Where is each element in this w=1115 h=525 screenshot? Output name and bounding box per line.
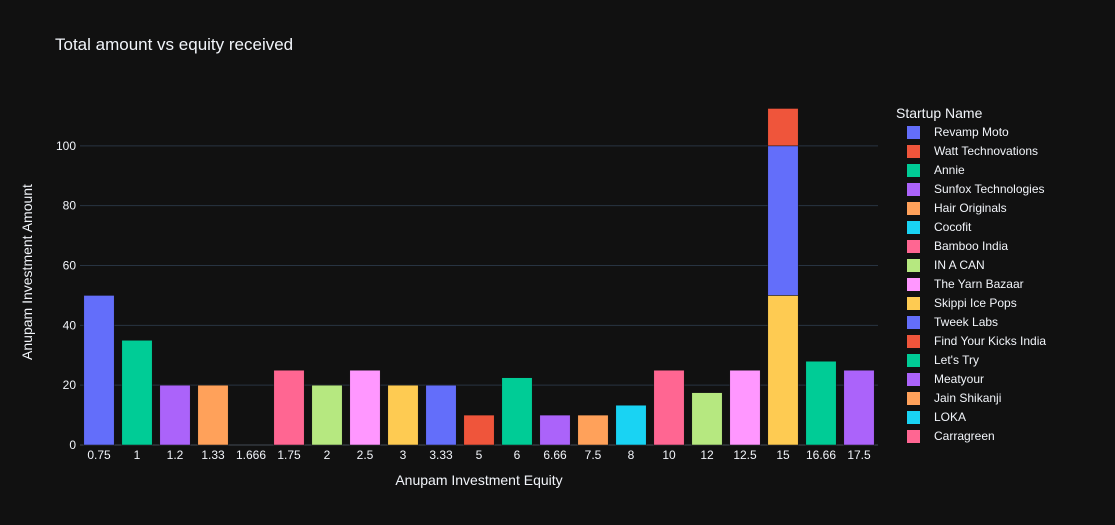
x-tick-label: 1.2 — [167, 448, 184, 462]
x-tick-label: 6 — [514, 448, 521, 462]
x-tick-label: 6.66 — [543, 448, 567, 462]
bars — [83, 108, 875, 446]
legend-label[interactable]: Meatyour — [934, 372, 984, 386]
bar — [121, 340, 153, 446]
legend-swatch[interactable] — [907, 354, 920, 367]
bar — [691, 392, 723, 446]
legend-swatch[interactable] — [907, 240, 920, 253]
legend-swatch[interactable] — [907, 411, 920, 424]
legend-swatch[interactable] — [907, 183, 920, 196]
bar — [767, 145, 799, 296]
legend-label[interactable]: Find Your Kicks India — [934, 334, 1046, 348]
bar — [615, 404, 647, 446]
bar — [805, 360, 837, 446]
x-tick-label: 2 — [324, 448, 331, 462]
x-tick-label: 8 — [628, 448, 635, 462]
x-tick-label: 17.5 — [847, 448, 871, 462]
bar — [349, 369, 381, 446]
bar — [387, 384, 419, 446]
legend-swatch[interactable] — [907, 430, 920, 443]
y-tick-label: 0 — [69, 438, 76, 452]
legend-swatch[interactable] — [907, 145, 920, 158]
legend-label[interactable]: Let's Try — [934, 353, 979, 367]
legend-swatch[interactable] — [907, 297, 920, 310]
legend-label[interactable]: Skippi Ice Pops — [934, 296, 1017, 310]
bar — [653, 369, 685, 446]
x-ticks: 0.75 1 1.2 1.33 1.666 1.75 2 2.5 3 3.33 5 6 6.66 7.5 8… — [87, 448, 871, 462]
y-tick-label: 80 — [63, 199, 77, 213]
legend-title: Startup Name — [896, 105, 983, 121]
chart-title: Total amount vs equity received — [55, 35, 293, 54]
bar — [311, 384, 343, 446]
legend-label[interactable]: Carragreen — [934, 429, 995, 443]
legend-label[interactable]: Jain Shikanji — [934, 391, 1001, 405]
x-tick-label: 3 — [400, 448, 407, 462]
x-tick-label: 12.5 — [733, 448, 757, 462]
x-tick-label: 10 — [662, 448, 676, 462]
bar — [83, 295, 115, 446]
y-tick-label: 60 — [63, 259, 77, 273]
legend-swatch[interactable] — [907, 335, 920, 348]
y-tick-label: 20 — [63, 378, 77, 392]
legend-swatch[interactable] — [907, 278, 920, 291]
bar — [197, 384, 229, 446]
y-tick-label: 100 — [56, 139, 76, 153]
legend: Startup Name Revamp Moto Watt Technovatio… — [896, 105, 1046, 443]
x-tick-label: 1.666 — [236, 448, 266, 462]
x-axis-title: Anupam Investment Equity — [395, 472, 562, 488]
x-tick-label: 7.5 — [585, 448, 602, 462]
legend-label[interactable]: IN A CAN — [934, 258, 985, 272]
bar — [273, 369, 305, 446]
legend-swatch[interactable] — [907, 202, 920, 215]
legend-swatch[interactable] — [907, 259, 920, 272]
x-tick-label: 1 — [134, 448, 141, 462]
bar — [577, 414, 609, 446]
legend-label[interactable]: LOKA — [934, 410, 966, 424]
bar — [767, 108, 799, 147]
bar — [463, 414, 495, 446]
legend-label[interactable]: Sunfox Technologies — [934, 182, 1045, 196]
bar — [159, 384, 191, 446]
x-tick-label: 12 — [700, 448, 714, 462]
x-tick-label: 5 — [476, 448, 483, 462]
y-axis-title: Anupam Investment Amount — [19, 184, 35, 360]
legend-label[interactable]: Annie — [934, 163, 965, 177]
x-tick-label: 3.33 — [429, 448, 453, 462]
legend-swatch[interactable] — [907, 221, 920, 234]
y-tick-label: 40 — [63, 318, 77, 332]
x-tick-label: 1.33 — [201, 448, 225, 462]
legend-label[interactable]: Revamp Moto — [934, 125, 1009, 139]
y-ticks: 0 20 40 60 80 100 — [56, 139, 76, 452]
bar — [425, 384, 457, 446]
x-tick-label: 1.75 — [277, 448, 301, 462]
bar — [767, 295, 799, 446]
x-tick-label: 2.5 — [357, 448, 374, 462]
legend-label[interactable]: Watt Technovations — [934, 144, 1038, 158]
legend-label[interactable]: Cocofit — [934, 220, 972, 234]
bar — [501, 377, 533, 446]
legend-swatch[interactable] — [907, 164, 920, 177]
legend-label[interactable]: Tweek Labs — [934, 315, 998, 329]
legend-label[interactable]: Hair Originals — [934, 201, 1007, 215]
legend-swatch[interactable] — [907, 373, 920, 386]
legend-swatch[interactable] — [907, 392, 920, 405]
legend-swatch[interactable] — [907, 126, 920, 139]
legend-label[interactable]: Bamboo India — [934, 239, 1008, 253]
bar — [729, 369, 761, 446]
legend-swatch[interactable] — [907, 316, 920, 329]
bar — [843, 369, 875, 446]
x-tick-label: 15 — [776, 448, 790, 462]
x-tick-label: 0.75 — [87, 448, 111, 462]
x-tick-label: 16.66 — [806, 448, 836, 462]
bar — [539, 414, 571, 446]
legend-label[interactable]: The Yarn Bazaar — [934, 277, 1024, 291]
